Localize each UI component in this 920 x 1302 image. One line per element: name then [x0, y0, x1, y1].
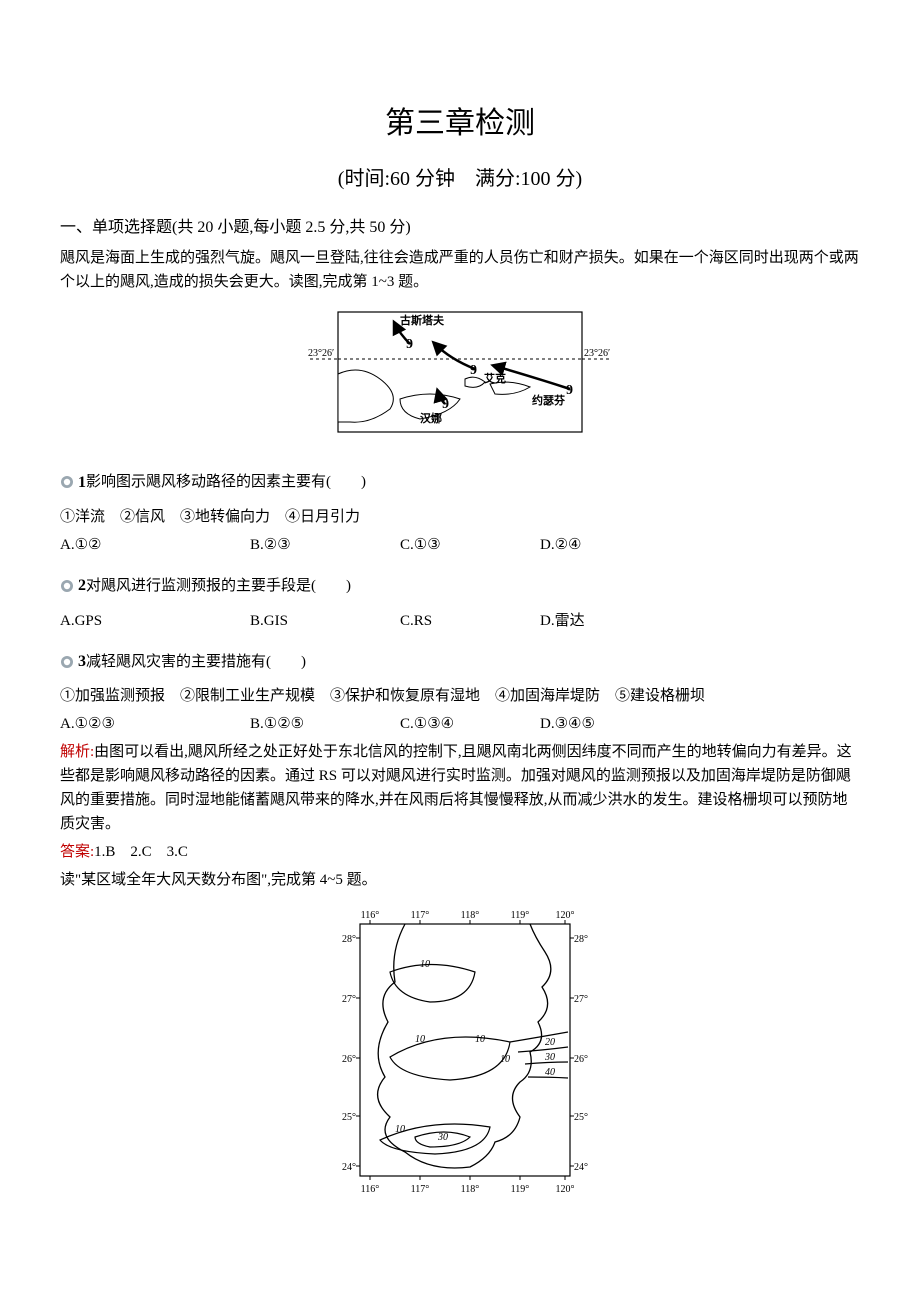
question-2: 2 对飓风进行监测预报的主要手段是( )	[60, 573, 860, 599]
label-gustav: 古斯塔夫	[400, 313, 445, 327]
q1-opt-d: D.②④	[540, 533, 690, 557]
contour-label: 10	[415, 1034, 425, 1045]
q1-choices-line: ①洋流 ②信风 ③地转偏向力 ④日月引力	[60, 505, 860, 529]
bullet-icon	[60, 579, 74, 593]
lat-tick: 26°	[574, 1054, 588, 1065]
q1-options: A.①② B.②③ C.①③ D.②④	[60, 533, 860, 557]
q1-text: 影响图示飓风移动路径的因素主要有( )	[86, 470, 366, 494]
lon-tick: 120°	[556, 910, 575, 921]
analysis-label: 解析:	[60, 744, 94, 760]
subtitle: (时间:60 分钟 满分:100 分)	[60, 163, 860, 195]
answer-block: 答案:1.B 2.C 3.C	[60, 840, 860, 864]
label-ike: 艾克	[484, 371, 506, 385]
lon-tick: 120°	[556, 1184, 575, 1195]
analysis-text: 由图可以看出,飓风所经之处正好处于东北信风的控制下,且飓风南北两侧因纬度不同而产…	[60, 744, 852, 832]
lon-tick: 119°	[511, 910, 530, 921]
q3-number: 3	[78, 649, 86, 675]
chapter-title: 第三章检测	[60, 100, 860, 148]
contour-label: 10	[420, 959, 430, 970]
svg-text:9: 9	[406, 337, 413, 352]
answer-text: 1.B 2.C 3.C	[94, 844, 188, 860]
q2-options: A.GPS B.GIS C.RS D.雷达	[60, 609, 860, 633]
svg-text:9: 9	[470, 363, 477, 378]
lat-tick: 27°	[574, 994, 588, 1005]
q3-opt-b: B.①②⑤	[250, 712, 400, 736]
question-1: 1 影响图示飓风移动路径的因素主要有( )	[60, 470, 860, 496]
q1-opt-c: C.①③	[400, 533, 540, 557]
q2-text: 对飓风进行监测预报的主要手段是( )	[86, 574, 351, 598]
q3-text: 减轻飓风灾害的主要措施有( )	[86, 650, 306, 674]
q1-opt-b: B.②③	[250, 533, 400, 557]
contour-label: 30	[437, 1132, 448, 1143]
q3-opt-c: C.①③④	[400, 712, 540, 736]
contour-label: 10	[395, 1124, 405, 1135]
analysis-block: 解析:由图可以看出,飓风所经之处正好处于东北信风的控制下,且飓风南北两侧因纬度不…	[60, 740, 860, 836]
q3-options: A.①②③ B.①②⑤ C.①③④ D.③④⑤	[60, 712, 860, 736]
svg-text:9: 9	[442, 397, 449, 412]
q2-opt-b: B.GIS	[250, 609, 400, 633]
lon-tick: 119°	[511, 1184, 530, 1195]
q3-opt-a: A.①②③	[60, 712, 250, 736]
lon-tick: 118°	[461, 910, 480, 921]
contour-label: 10	[500, 1054, 510, 1065]
lat-tick: 25°	[574, 1112, 588, 1123]
question-3: 3 减轻飓风灾害的主要措施有( )	[60, 649, 860, 675]
lat-tick: 27°	[342, 994, 356, 1005]
intro-paragraph: 飓风是海面上生成的强烈气旋。飓风一旦登陆,往往会造成严重的人员伤亡和财产损失。如…	[60, 246, 860, 294]
label-josephine: 约瑟芬	[532, 393, 566, 407]
contour-label: 20	[545, 1037, 555, 1048]
bullet-icon	[60, 655, 74, 669]
section-heading: 一、单项选择题(共 20 小题,每小题 2.5 分,共 50 分)	[60, 215, 860, 241]
figure-wind-map: 116° 117° 118° 119° 120° 116° 117° 118° …	[320, 902, 600, 1202]
q1-number: 1	[78, 470, 86, 496]
label-hanna: 汉娜	[420, 411, 442, 425]
svg-text:9: 9	[566, 383, 573, 398]
lat-tick: 24°	[342, 1162, 356, 1173]
q2-opt-d: D.雷达	[540, 609, 690, 633]
q3-opt-d: D.③④⑤	[540, 712, 690, 736]
lon-tick: 116°	[361, 910, 380, 921]
contour-label: 40	[545, 1067, 555, 1078]
figure-hurricane-map: 23°26′ 23°26′ 9 9 9 9 古斯塔夫 艾克 约瑟芬 汉娜	[300, 304, 620, 454]
intro2-paragraph: 读"某区域全年大风天数分布图",完成第 4~5 题。	[60, 868, 860, 892]
lat-tick: 25°	[342, 1112, 356, 1123]
lat-tick: 28°	[574, 934, 588, 945]
q2-opt-a: A.GPS	[60, 609, 250, 633]
contour-label: 30	[544, 1052, 555, 1063]
answer-label: 答案:	[60, 844, 94, 860]
lat-right-label: 23°26′	[584, 348, 610, 359]
bullet-icon	[60, 475, 74, 489]
lon-tick: 117°	[411, 910, 430, 921]
lat-left-label: 23°26′	[308, 348, 334, 359]
lon-tick: 117°	[411, 1184, 430, 1195]
q3-choices-line: ①加强监测预报 ②限制工业生产规模 ③保护和恢复原有湿地 ④加固海岸堤防 ⑤建设…	[60, 684, 860, 708]
q2-opt-c: C.RS	[400, 609, 540, 633]
q2-number: 2	[78, 573, 86, 599]
lon-tick: 116°	[361, 1184, 380, 1195]
lat-tick: 24°	[574, 1162, 588, 1173]
contour-label: 10	[475, 1034, 485, 1045]
lat-tick: 28°	[342, 934, 356, 945]
lon-tick: 118°	[461, 1184, 480, 1195]
lat-tick: 26°	[342, 1054, 356, 1065]
q1-opt-a: A.①②	[60, 533, 250, 557]
